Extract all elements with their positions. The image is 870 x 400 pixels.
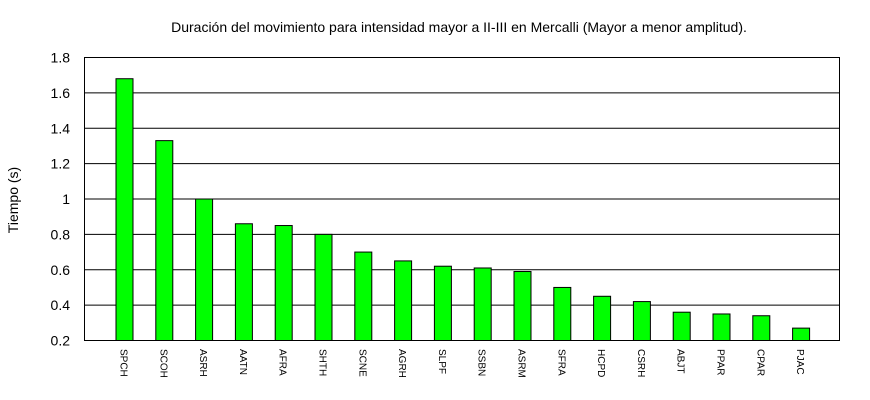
x-tick-label: SCOH [157, 349, 168, 378]
bar-pjac [792, 327, 811, 341]
bar-csrh [632, 301, 651, 341]
y-tick-label: 1 [62, 191, 70, 207]
x-tick-label: CPAR [754, 349, 765, 376]
x-tick-label: SPCH [118, 349, 129, 377]
x-tick-label: ASRM [516, 349, 527, 378]
bar-slpf [433, 265, 452, 341]
bar-asrm [513, 271, 532, 341]
y-tick-label: 1.8 [51, 50, 71, 66]
bar-hcpd [593, 295, 612, 341]
x-tick-label: ASRH [197, 349, 208, 377]
x-tick-label: AGRH [396, 349, 407, 378]
x-tick-label: SSBN [476, 349, 487, 376]
y-tick-label: 1.6 [51, 85, 71, 101]
x-tick-label: CSRH [635, 349, 646, 377]
y-tick-label: 0.2 [51, 333, 71, 349]
bar-asrh [195, 198, 214, 341]
bar-aatn [234, 223, 253, 341]
y-tick-label: 0.4 [51, 297, 71, 313]
bar-ssbn [473, 267, 492, 342]
bar-spch [115, 78, 134, 341]
chart-title: Duración del movimiento para intensidad … [171, 19, 747, 35]
bar-abjt [672, 311, 691, 342]
bar-ppar [712, 313, 731, 341]
x-tick-label: PPAR [715, 349, 726, 376]
y-tick-labels: 0.2 0.4 0.6 0.8 1 1.2 1.4 1.6 1.8 [51, 50, 71, 349]
y-tick-label: 0.6 [51, 262, 71, 278]
y-tick-label: 0.8 [51, 226, 71, 242]
y-tick-label: 1.4 [51, 120, 71, 136]
x-tick-labels: SPCH SCOH ASRH AATN AFRA SHTH SCNE AGRH SLPF SSBN… [118, 349, 806, 378]
bar-scoh [155, 140, 174, 341]
x-tick-label: SLPF [436, 349, 447, 374]
plot-frame [84, 57, 840, 341]
bar-cpar [752, 315, 771, 341]
x-tick-label: SCNE [356, 349, 367, 377]
bar-afra [274, 225, 293, 341]
x-tick-label: AFRA [277, 349, 288, 376]
bar-sfra [553, 286, 572, 341]
y-axis-label: Tiempo (s) [5, 167, 21, 233]
bars [115, 78, 811, 342]
y-tick-label: 1.2 [51, 156, 71, 172]
x-tick-label: AATN [237, 349, 248, 375]
x-tick-label: HCPD [595, 349, 606, 377]
x-tick-label: SHTH [317, 349, 328, 376]
x-tick-label: SFRA [555, 349, 566, 376]
bar-shth [314, 233, 333, 341]
bar-agrh [394, 260, 413, 341]
x-tick-label: ABJT [675, 349, 686, 373]
x-tick-label: PJAC [794, 349, 805, 375]
bar-scne [354, 251, 373, 341]
